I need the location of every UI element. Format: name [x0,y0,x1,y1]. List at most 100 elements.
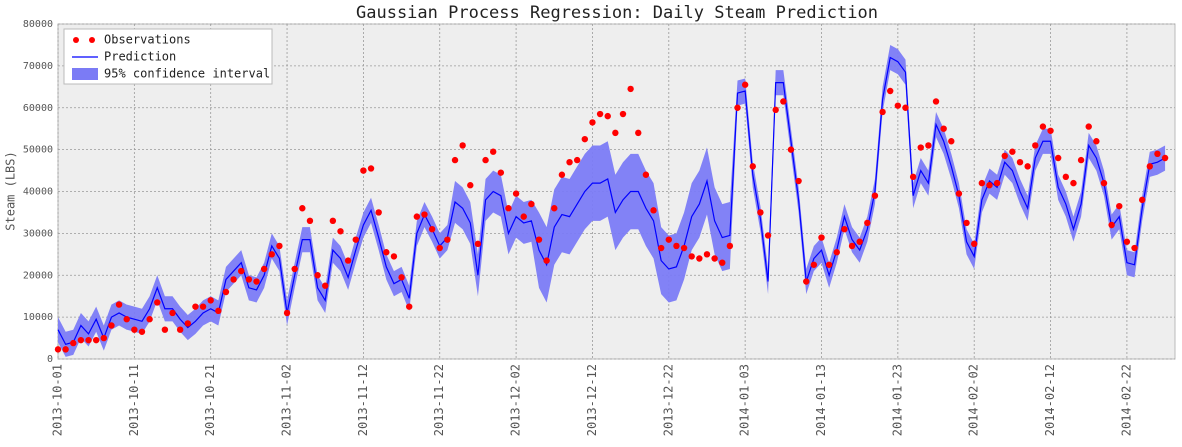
observation-point [764,232,772,239]
observation-point [657,244,665,252]
observation-point [314,272,321,279]
observation-point [230,276,237,283]
observation-point [291,265,298,273]
observation-point [260,265,268,273]
observation-point [367,165,375,172]
observation-point [909,173,917,181]
observation-point [451,156,459,164]
observation-point [505,205,512,212]
observation-point [1016,158,1024,166]
observation-point [894,102,902,109]
x-tick-label: 2014-01-13 [814,364,828,436]
observation-point [1054,154,1062,162]
x-tick-label: 2013-10-11 [127,364,141,436]
observation-point [467,182,474,189]
observation-point [383,249,390,256]
confidence-band [58,44,1166,357]
observation-point [1070,179,1077,187]
observation-point [123,316,130,323]
observation-point [268,251,275,258]
observation-point [283,309,291,317]
observation-point [978,179,986,187]
legend-marker [73,37,79,43]
observation-point [1116,202,1123,210]
legend-marker [89,37,95,43]
observation-point [787,146,795,153]
observation-point [322,282,329,289]
observation-point [856,238,863,245]
legend-marker [72,68,98,80]
observation-point [238,267,245,275]
x-tick-label: 2014-02-12 [1043,364,1057,436]
observation-point [169,309,176,317]
observation-point [1123,238,1131,245]
observation-point [627,85,634,93]
observation-point [696,255,703,262]
observation-point [337,228,344,235]
x-tick-label: 2014-01-03 [738,364,752,436]
y-tick-label: 30000 [23,228,53,239]
observation-point [1009,148,1016,155]
observation-point [993,179,1001,187]
observation-point [245,276,253,283]
observation-point [864,219,871,227]
observation-point [398,274,405,281]
observation-point [551,205,558,212]
observation-point [253,278,260,285]
observation-point [848,242,856,250]
observation-point [871,192,879,199]
x-tick-label: 2013-12-12 [585,364,599,436]
observation-point [734,104,741,111]
observation-point [803,278,810,285]
observation-point [276,242,283,250]
observation-point [772,106,779,114]
y-tick-label: 0 [47,354,53,365]
observation-point [665,236,672,243]
x-tick-label: 2013-11-02 [280,364,294,436]
observation-point [680,244,688,252]
observation-point [917,144,924,151]
y-tick-label: 80000 [23,19,53,30]
y-axis-label: Steam (LBS) [4,151,18,230]
observation-point [482,156,489,164]
observation-point [955,190,963,197]
observation-point [497,169,505,176]
observation-point [161,326,169,333]
observation-point [543,257,550,264]
observation-point [1077,156,1085,164]
observation-point [352,236,359,243]
observation-point [818,234,825,241]
y-tick-label: 70000 [23,61,53,72]
observation-point [558,171,566,178]
observation-point [970,240,978,248]
observation-point [215,307,222,315]
observation-point [833,249,840,256]
observation-point [581,135,589,143]
observation-point [940,125,947,132]
observation-point [192,303,199,310]
x-tick-label: 2014-02-22 [1119,364,1133,436]
x-tick-label: 2014-02-02 [967,364,981,436]
x-tick-label: 2014-01-23 [890,364,904,436]
observation-point [596,110,604,118]
x-tick-label: 2013-10-21 [203,364,217,436]
observation-point [70,339,77,347]
observation-point [115,301,123,308]
x-tick-label: 2013-12-02 [509,364,523,436]
legend-label: Observations [104,33,191,47]
observation-point [421,211,428,218]
observation-point [138,328,146,335]
observation-point [1154,150,1161,158]
observation-point [222,288,230,296]
observation-point [650,207,657,214]
observation-point [77,336,85,344]
observation-point [184,320,191,327]
observation-point [1001,152,1008,160]
y-tick-label: 50000 [23,145,53,156]
observation-point [635,129,642,137]
observation-point [902,104,909,111]
observation-point [825,261,833,268]
observation-point [199,303,207,310]
observation-point [1062,173,1070,181]
observation-point [1024,163,1031,170]
